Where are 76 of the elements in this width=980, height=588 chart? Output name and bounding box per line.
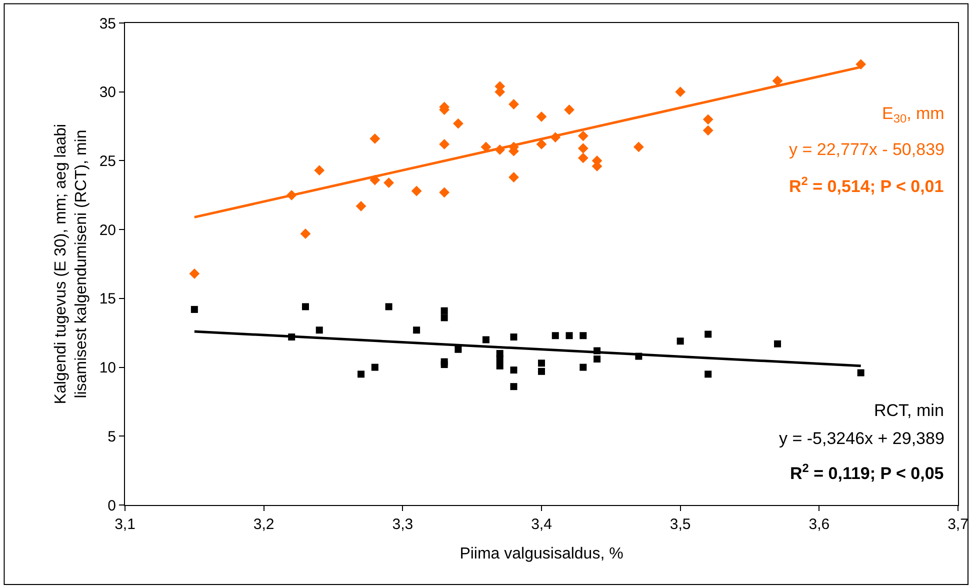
point — [496, 356, 504, 363]
point — [508, 99, 519, 110]
point — [385, 303, 392, 310]
point — [371, 364, 378, 371]
point — [440, 307, 448, 314]
point — [578, 143, 588, 154]
point — [578, 152, 588, 164]
x-tick-label: 3,4 — [531, 516, 552, 533]
point — [314, 165, 325, 176]
point — [482, 336, 490, 344]
y-axis-title: Kalgendi tugevus (E 30), mm; aeg laabi lisamisest kalgendumiseni (RCT), min — [52, 124, 90, 404]
point — [413, 326, 420, 334]
annotation: RCT, min — [874, 401, 944, 420]
y-tick-label: 20 — [99, 222, 116, 239]
point — [538, 360, 545, 367]
point — [190, 306, 198, 313]
point — [440, 314, 448, 322]
y-tick-label: 35 — [99, 15, 116, 32]
point — [302, 303, 309, 310]
y-tick-label: 10 — [99, 360, 116, 377]
annotation: y = 22,777x - 50,839 — [789, 140, 944, 159]
point — [857, 369, 864, 376]
point — [702, 125, 714, 136]
point — [370, 133, 380, 144]
point — [564, 104, 574, 115]
point — [676, 338, 684, 345]
point — [774, 340, 782, 348]
point — [702, 114, 714, 125]
point — [411, 186, 422, 196]
point — [772, 76, 783, 86]
point — [856, 59, 866, 70]
y-tick-label: 30 — [99, 84, 116, 102]
point — [536, 111, 547, 122]
point — [316, 326, 323, 334]
point — [704, 330, 712, 338]
point — [536, 138, 547, 150]
y-tick-label: 25 — [99, 152, 116, 170]
point — [552, 332, 559, 340]
x-tick-label: 3,5 — [670, 516, 691, 533]
point — [578, 130, 588, 142]
point — [356, 200, 366, 212]
point — [704, 370, 712, 378]
point — [566, 332, 573, 340]
point — [508, 172, 519, 182]
x-tick-label: 3,2 — [253, 516, 274, 533]
y-tick-label: 0 — [108, 497, 116, 514]
point — [510, 333, 518, 340]
point — [440, 361, 448, 368]
point — [384, 178, 394, 188]
annotation: y = -5,3246x + 29,389 — [779, 429, 944, 448]
point — [300, 228, 311, 239]
annotation: E$_{30}$, mm — [882, 104, 944, 126]
y-tick-label: 5 — [108, 428, 116, 446]
x-tick-label: 3,1 — [114, 516, 136, 533]
point — [189, 268, 200, 279]
point — [439, 187, 450, 198]
point — [496, 362, 504, 370]
point — [594, 356, 601, 363]
x-tick-label: 3,7 — [948, 516, 968, 533]
point — [453, 118, 464, 129]
x-axis-title: Piima valgusisaldus, % — [460, 546, 624, 563]
annotation: R$^{2}$ = 0,514; P < 0,01 — [789, 174, 944, 196]
annotation: R$^{2}$ = 0,119; P < 0,05 — [790, 461, 944, 484]
point — [538, 368, 545, 375]
point — [580, 364, 587, 371]
point — [510, 366, 518, 374]
point — [580, 332, 587, 340]
x-tick-label: 3,6 — [808, 516, 830, 533]
point — [675, 86, 686, 98]
point — [633, 142, 644, 152]
x-tick-label: 3,3 — [392, 516, 414, 533]
point — [454, 346, 462, 353]
point — [439, 138, 450, 150]
y-tick-label: 15 — [99, 290, 116, 308]
point — [510, 383, 518, 390]
point — [358, 370, 365, 378]
